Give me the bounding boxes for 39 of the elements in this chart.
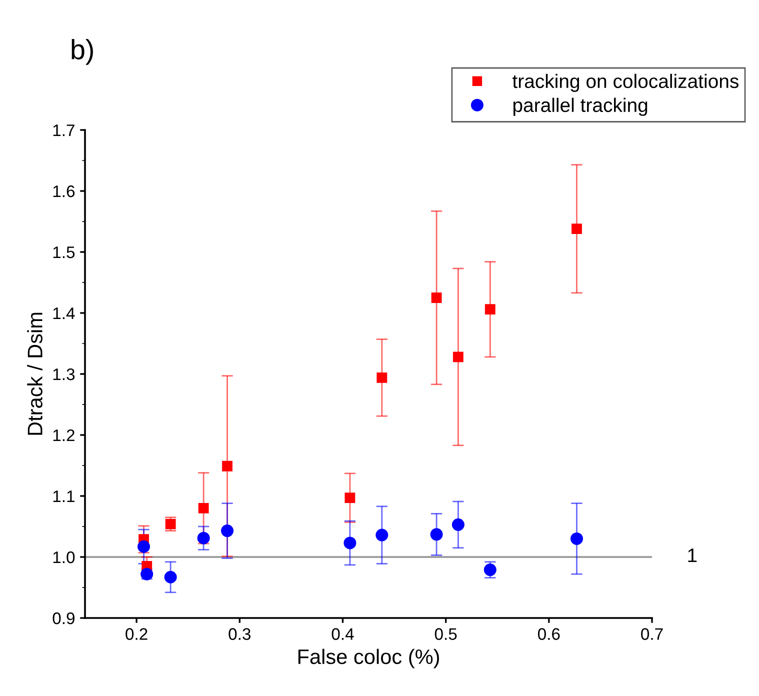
y-tick-label: 1.5 (53, 246, 75, 258)
x-tick-label: 0.3 (228, 628, 250, 640)
point (484, 564, 496, 576)
y-tick-label: 1.1 (53, 490, 74, 502)
point (197, 532, 210, 544)
x-tick-label: 0.4 (332, 628, 354, 640)
x-tick-label: 0.5 (434, 628, 457, 640)
point (344, 536, 356, 550)
x-tick-label: 0.6 (538, 628, 560, 640)
point (452, 352, 464, 362)
y-tick-label: 1.2 (53, 429, 74, 442)
point (221, 524, 234, 538)
point (484, 304, 496, 315)
x-tick-label: 0.2 (126, 628, 148, 640)
legend-label: parallel tracking (513, 98, 648, 116)
y-tick-label: 0.9 (52, 612, 74, 624)
point (164, 570, 177, 584)
y-tick-label: 1.7 (53, 124, 74, 136)
point (452, 518, 464, 531)
y-tick-label: 1.0 (53, 551, 75, 564)
chart-title: b) (72, 39, 93, 65)
point (376, 372, 388, 383)
point (431, 292, 442, 303)
point (570, 532, 583, 545)
ref-line-label: 1 (688, 548, 697, 562)
x-tick-label: 0.7 (641, 628, 663, 640)
point (222, 460, 232, 472)
point (138, 540, 150, 553)
y-axis-title: Dtrack / Dsim (27, 312, 42, 435)
point (344, 492, 356, 504)
legend-label: tracking on colocalizations (512, 74, 738, 92)
point (572, 224, 582, 234)
y-tick-label: 1.4 (53, 308, 75, 320)
y-tick-label: 1.3 (53, 368, 75, 380)
y-tick-label: 1.6 (53, 185, 75, 198)
point (198, 502, 209, 514)
point (376, 528, 388, 542)
x-axis-title: False coloc (%) (298, 648, 439, 668)
point (430, 528, 443, 541)
